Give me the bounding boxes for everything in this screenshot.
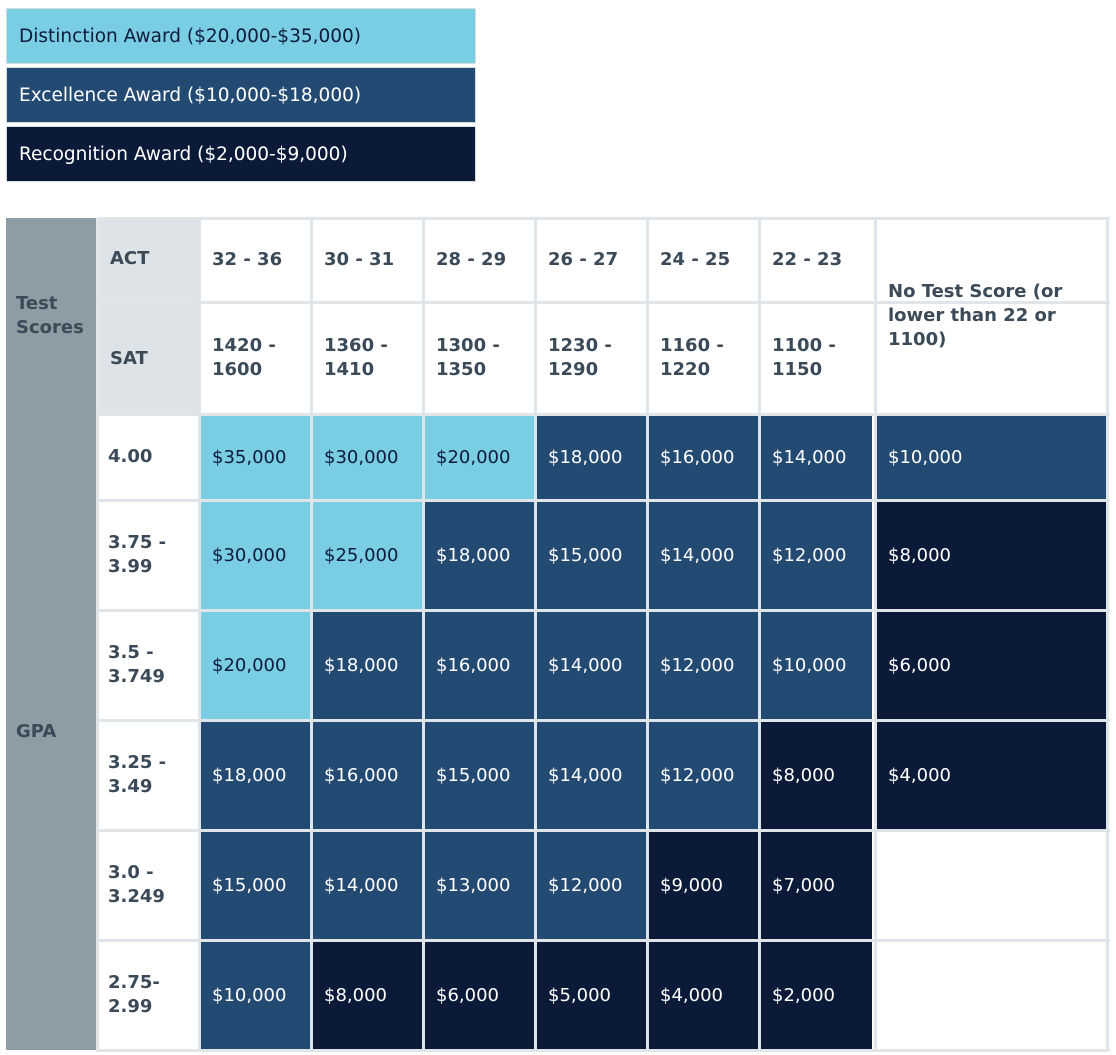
award-cell: $18,000 (200, 720, 312, 830)
act-range-header: 22 - 23 (760, 218, 872, 302)
gpa-range-label: 3.0 - 3.249 (98, 830, 200, 940)
act-label: ACT (98, 218, 200, 302)
award-cell: $8,000 (312, 940, 424, 1050)
award-cell: $14,000 (536, 720, 648, 830)
award-cell: $15,000 (200, 830, 312, 940)
sat-range-header: 1360 - 1410 (312, 302, 424, 414)
grid-line (874, 218, 877, 1052)
award-cell: $15,000 (536, 500, 648, 610)
grid-line (98, 829, 1110, 832)
act-range-header: 32 - 36 (200, 218, 312, 302)
grid-line (98, 609, 1110, 612)
award-cell: $14,000 (536, 610, 648, 720)
award-cell: $7,000 (760, 830, 872, 940)
grid-line (198, 218, 201, 1052)
award-cell: $14,000 (760, 414, 872, 500)
award-cell: $20,000 (424, 414, 536, 500)
act-range-header: 28 - 29 (424, 218, 536, 302)
no-test-award-cell: $10,000 (876, 414, 1108, 500)
award-cell: $12,000 (648, 610, 760, 720)
award-cell: $25,000 (312, 500, 424, 610)
grid-line (98, 413, 1110, 416)
grid-line (1106, 218, 1109, 1052)
award-legend: Distinction Award ($20,000-$35,000) Exce… (6, 8, 476, 185)
gpa-header: GPA (6, 414, 98, 1050)
award-cell: $12,000 (760, 500, 872, 610)
award-cell: $5,000 (536, 940, 648, 1050)
sat-range-header: 1160 - 1220 (648, 302, 760, 414)
sat-range-header: 1230 - 1290 (536, 302, 648, 414)
award-cell: $14,000 (648, 500, 760, 610)
grid-line (534, 218, 537, 1052)
award-cell: $10,000 (200, 940, 312, 1050)
award-cell: $10,000 (760, 610, 872, 720)
award-cell: $2,000 (760, 940, 872, 1050)
award-cell: $16,000 (424, 610, 536, 720)
grid-line (98, 719, 1110, 722)
gpa-range-label: 4.00 (98, 414, 200, 500)
award-cell: $18,000 (312, 610, 424, 720)
gpa-range-label: 3.75 - 3.99 (98, 500, 200, 610)
sat-range-header: 1300 - 1350 (424, 302, 536, 414)
grid-line (96, 218, 99, 1052)
award-cell: $14,000 (312, 830, 424, 940)
award-cell: $4,000 (648, 940, 760, 1050)
no-test-award-cell (876, 940, 1108, 1050)
award-cell: $15,000 (424, 720, 536, 830)
sat-label: SAT (98, 302, 200, 414)
sat-range-header: 1100 - 1150 (760, 302, 872, 414)
no-test-award-cell (876, 830, 1108, 940)
legend-excellence: Excellence Award ($10,000-$18,000) (6, 67, 476, 123)
scholarship-table: Test Scores ACT SAT GPA No Test Score (o… (6, 217, 1110, 1052)
act-range-header: 24 - 25 (648, 218, 760, 302)
award-cell: $16,000 (312, 720, 424, 830)
legend-recognition: Recognition Award ($2,000-$9,000) (6, 126, 476, 182)
grid-line (758, 218, 761, 1052)
award-cell: $9,000 (648, 830, 760, 940)
grid-line (98, 301, 1110, 304)
gpa-range-label: 2.75- 2.99 (98, 940, 200, 1050)
award-cell: $30,000 (200, 500, 312, 610)
act-range-header: 26 - 27 (536, 218, 648, 302)
gpa-range-label: 3.5 - 3.749 (98, 610, 200, 720)
award-cell: $18,000 (536, 414, 648, 500)
act-range-header: 30 - 31 (312, 218, 424, 302)
test-scores-header: Test Scores (6, 218, 98, 414)
sat-range-header: 1420 - 1600 (200, 302, 312, 414)
test-scores-label: Test Scores (16, 293, 84, 338)
grid-line (310, 218, 313, 1052)
no-test-award-cell: $4,000 (876, 720, 1108, 830)
legend-distinction: Distinction Award ($20,000-$35,000) (6, 8, 476, 64)
award-cell: $12,000 (536, 830, 648, 940)
award-cell: $18,000 (424, 500, 536, 610)
grid-line (98, 217, 1110, 220)
grid-line (98, 499, 1110, 502)
no-test-award-cell: $8,000 (876, 500, 1108, 610)
award-cell: $35,000 (200, 414, 312, 500)
award-cell: $13,000 (424, 830, 536, 940)
award-cell: $20,000 (200, 610, 312, 720)
award-cell: $30,000 (312, 414, 424, 500)
no-test-score-header: No Test Score (or lower than 22 or 1100) (876, 218, 1108, 414)
grid-line (98, 939, 1110, 942)
grid-line (422, 218, 425, 1052)
award-cell: $6,000 (424, 940, 536, 1050)
award-cell: $8,000 (760, 720, 872, 830)
award-cell: $16,000 (648, 414, 760, 500)
no-test-award-cell: $6,000 (876, 610, 1108, 720)
award-cell: $12,000 (648, 720, 760, 830)
grid-line (98, 1049, 1110, 1052)
grid-line (646, 218, 649, 1052)
gpa-range-label: 3.25 - 3.49 (98, 720, 200, 830)
